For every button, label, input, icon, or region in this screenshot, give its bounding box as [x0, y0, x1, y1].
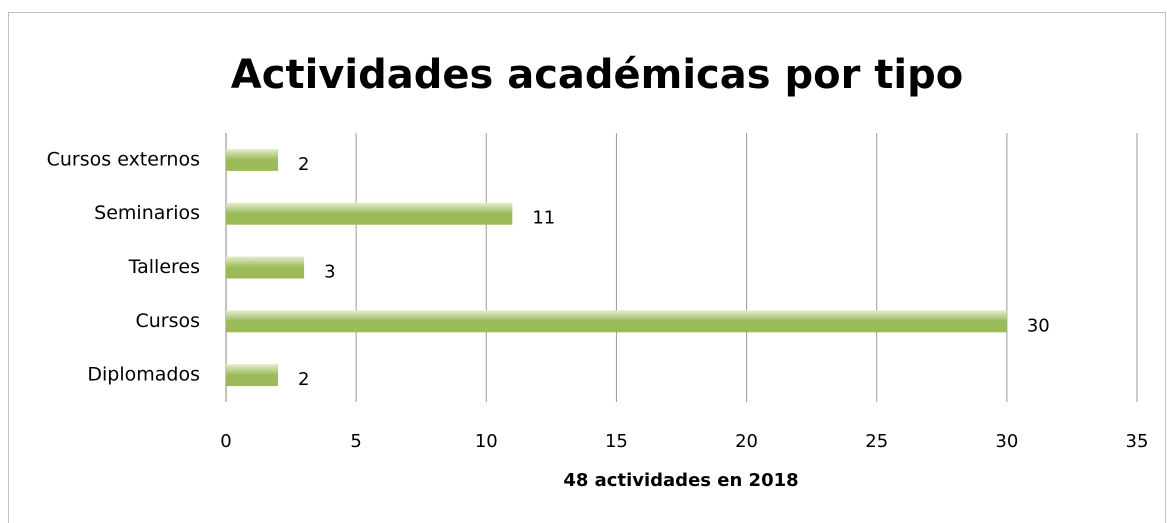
chart-title: Actividades académicas por tipo: [231, 52, 963, 98]
data-label: 11: [532, 208, 555, 229]
x-axis-title: 48 actividades en 2018: [563, 470, 798, 491]
x-tick-label: 5: [350, 431, 361, 452]
data-label: 2: [298, 154, 309, 175]
x-tick-label: 15: [605, 431, 628, 452]
x-tick-label: 20: [735, 431, 758, 452]
bar: [226, 256, 305, 279]
data-label: 30: [1027, 315, 1050, 336]
x-tick-label: 0: [220, 431, 231, 452]
data-label: 2: [298, 369, 309, 390]
chart-frame: [8, 12, 1166, 523]
y-tick-label: Diplomados: [87, 364, 200, 386]
bar: [226, 310, 1007, 333]
x-tick-label: 30: [995, 431, 1018, 452]
y-tick-label: Cursos: [135, 310, 200, 332]
y-tick-label: Seminarios: [94, 202, 200, 224]
bar: [226, 148, 279, 171]
y-tick-label: Talleres: [128, 256, 200, 278]
x-tick-label: 25: [865, 431, 888, 452]
bar: [226, 202, 513, 225]
x-tick-label: 10: [475, 431, 498, 452]
y-tick-label: Cursos externos: [47, 148, 200, 170]
bar: [226, 364, 279, 387]
x-tick-label: 35: [1126, 431, 1149, 452]
data-label: 3: [324, 262, 335, 283]
